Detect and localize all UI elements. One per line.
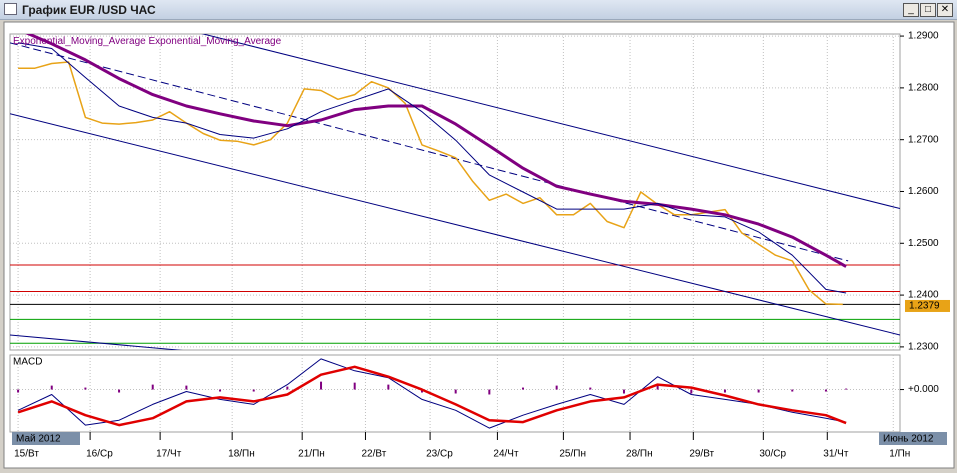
series-line xyxy=(25,34,847,268)
close-button[interactable]: ✕ xyxy=(937,3,953,17)
histogram-bar xyxy=(723,389,726,393)
histogram-bar xyxy=(824,389,827,392)
histogram-bar xyxy=(757,389,760,393)
histogram-bar xyxy=(320,381,323,390)
histogram-bar xyxy=(791,389,794,392)
legend: Exponential_Moving_Average Exponential_M… xyxy=(13,36,282,47)
y-tick-label: 1.2500 xyxy=(908,238,939,249)
x-tick-label: 23/Ср xyxy=(426,449,453,460)
y-tick-label: 1.2900 xyxy=(908,31,939,42)
histogram-bar xyxy=(589,387,592,390)
histogram-bar xyxy=(555,385,558,390)
x-tick-label: 18/Пн xyxy=(228,449,255,460)
x-tick-label: 30/Ср xyxy=(759,449,786,460)
histogram-bar xyxy=(387,384,390,390)
histogram-bar xyxy=(690,389,693,394)
x-tick-label: 29/Вт xyxy=(689,449,714,460)
histogram-bar xyxy=(185,385,188,390)
period-label-box xyxy=(12,432,80,445)
x-tick-label: 28/Пн xyxy=(626,449,653,460)
window-title: График EUR /USD ЧАС xyxy=(22,3,156,17)
title-bar: График EUR /USD ЧАС _ □ ✕ xyxy=(0,0,957,20)
histogram-bar xyxy=(454,389,457,394)
x-tick-label: 16/Ср xyxy=(86,449,113,460)
x-tick-label: 22/Вт xyxy=(361,449,386,460)
histogram-bar xyxy=(622,389,625,394)
histogram-bar xyxy=(353,382,356,390)
last-price-box xyxy=(905,299,950,312)
legend-entry: Exponential_Moving_Average xyxy=(13,36,148,47)
histogram-bar xyxy=(845,388,848,390)
price-panel-frame xyxy=(9,33,901,351)
y-tick-label: +0.000 xyxy=(908,384,939,395)
trend-line xyxy=(10,334,184,350)
x-tick-label: 17/Чт xyxy=(156,449,182,460)
period-label-box xyxy=(879,432,947,445)
period-label: Май 2012 xyxy=(16,434,61,445)
macd-panel-frame xyxy=(9,354,901,433)
x-tick-label: 21/Пн xyxy=(298,449,325,460)
y-tick-label: 1.2400 xyxy=(908,290,939,301)
x-tick-label: 15/Вт xyxy=(14,449,39,460)
x-tick-label: 1/Пн xyxy=(889,449,910,460)
legend-entry: Exponential_Moving_Average xyxy=(148,36,281,47)
histogram-bar xyxy=(84,387,87,390)
trend-line xyxy=(10,42,849,262)
histogram-bar xyxy=(286,386,289,390)
maximize-button[interactable]: □ xyxy=(920,3,936,17)
histogram-bar xyxy=(118,389,121,393)
trend-line xyxy=(201,34,900,210)
series-line xyxy=(18,42,847,294)
y-tick-label: 1.2700 xyxy=(908,134,939,145)
window-icon xyxy=(4,3,17,15)
y-tick-label: 1.2300 xyxy=(908,342,939,353)
panel-title: MACD xyxy=(13,357,42,368)
chart-background xyxy=(3,21,955,469)
histogram-bar xyxy=(17,389,20,393)
y-tick-label: 1.2600 xyxy=(908,186,939,197)
histogram-bar xyxy=(521,387,524,390)
plot-layer: 1.29001.28001.27001.26001.25001.24001.23… xyxy=(10,31,950,460)
x-tick-label: 24/Чт xyxy=(493,449,519,460)
histogram-bar xyxy=(488,389,491,395)
histogram-bar xyxy=(421,389,424,393)
histogram-bar xyxy=(219,389,222,392)
series-line xyxy=(17,358,847,429)
y-tick-label: 1.2800 xyxy=(908,83,939,94)
trend-line xyxy=(10,113,900,336)
histogram-bar xyxy=(252,389,255,392)
x-tick-label: 25/Пн xyxy=(559,449,586,460)
x-tick-label: 31/Чт xyxy=(823,449,849,460)
minimize-button[interactable]: _ xyxy=(903,3,919,17)
histogram-bar xyxy=(656,384,659,390)
histogram-bar xyxy=(50,385,53,390)
series-line xyxy=(17,365,847,427)
last-price-label: 1.2379 xyxy=(909,301,940,312)
histogram-bar xyxy=(151,384,154,390)
period-label: Июнь 2012 xyxy=(883,434,934,445)
